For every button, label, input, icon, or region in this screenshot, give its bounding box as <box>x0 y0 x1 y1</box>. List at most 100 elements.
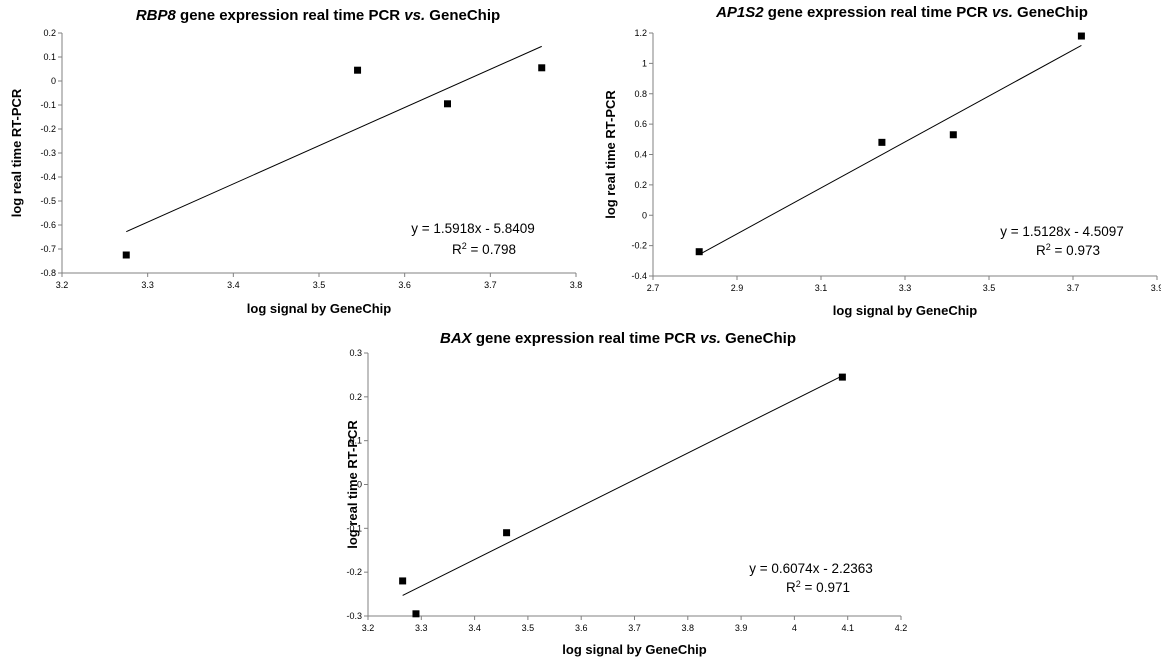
r-squared-symbol: R <box>452 242 462 257</box>
y-tick-label: 1.2 <box>634 28 647 38</box>
y-tick-label: 0 <box>51 76 56 86</box>
data-point <box>444 100 451 108</box>
y-tick-label: -0.8 <box>40 268 56 278</box>
chart-title: BAX gene expression real time PCR vs. Ge… <box>440 330 796 347</box>
x-tick-label: 3.3 <box>899 283 912 293</box>
y-tick-label: 0.2 <box>349 392 362 402</box>
x-tick-label: 4 <box>792 623 797 633</box>
x-tick-label: 2.7 <box>647 283 660 293</box>
title-text: gene expression real time PCR <box>472 330 700 347</box>
x-tick-label: 3.5 <box>313 280 326 290</box>
y-tick-label: 0.4 <box>634 150 647 160</box>
x-tick-label: 3.8 <box>682 623 695 633</box>
trendline <box>402 375 843 596</box>
y-tick-label: -0.2 <box>631 241 647 251</box>
x-tick-label: 3.5 <box>983 283 996 293</box>
x-tick-label: 3.8 <box>570 280 583 290</box>
y-tick-label: -0.2 <box>40 124 56 134</box>
title-text: gene expression real time PCR <box>176 7 404 24</box>
y-tick-label: -0.1 <box>40 100 56 110</box>
title-gene-name: RBP8 <box>136 7 177 24</box>
title-gene-name: AP1S2 <box>715 4 764 21</box>
r-squared-symbol: R <box>786 580 796 595</box>
y-tick-label: 0 <box>642 210 647 220</box>
x-tick-label: 4.2 <box>895 623 908 633</box>
title-vs: vs. <box>700 330 721 347</box>
data-point <box>949 131 957 139</box>
x-tick-label: 3.3 <box>415 623 428 633</box>
x-tick-label: 4.1 <box>841 623 854 633</box>
x-tick-label: 3.4 <box>468 623 481 633</box>
y-tick-label: 0.6 <box>634 119 647 129</box>
r-squared-superscript: 2 <box>1046 242 1051 252</box>
y-axis-label: log real time RT-PCR <box>9 88 24 217</box>
x-tick-label: 3.4 <box>227 280 240 290</box>
data-point <box>1077 32 1085 40</box>
data-point <box>538 64 546 72</box>
data-point <box>695 248 703 256</box>
y-tick-label: -0.4 <box>40 172 56 182</box>
data-point <box>878 138 886 146</box>
y-tick-label: 0.2 <box>634 180 647 190</box>
y-tick-label: 0.3 <box>349 348 362 358</box>
trendline-equation: y = 0.6074x - 2.2363 <box>749 561 872 576</box>
x-axis-label: log signal by GeneChip <box>247 301 392 316</box>
y-tick-label: -0.5 <box>40 196 56 206</box>
trendline-equation: y = 1.5918x - 5.8409 <box>411 221 534 236</box>
title-end: GeneChip <box>1013 4 1088 21</box>
trendline <box>126 45 542 233</box>
r-squared-value: = 0.971 <box>801 580 850 595</box>
x-tick-label: 3.2 <box>362 623 375 633</box>
trendline-equation: y = 1.5128x - 4.5097 <box>1000 224 1123 239</box>
y-axis-label: log real time RT-PCR <box>345 420 360 549</box>
y-tick-label: 0.8 <box>634 89 647 99</box>
r-squared: R2 = 0.798 <box>452 241 516 257</box>
r-squared-superscript: 2 <box>796 579 801 589</box>
x-tick-label: 3.5 <box>522 623 535 633</box>
y-axis-label: log real time RT-PCR <box>603 90 618 219</box>
r-squared-symbol: R <box>1036 243 1046 258</box>
x-tick-label: 3.7 <box>628 623 641 633</box>
trendline <box>698 45 1082 255</box>
y-tick-label: -0.7 <box>40 244 56 254</box>
r-squared-value: = 0.798 <box>467 242 516 257</box>
data-point <box>122 251 130 259</box>
r-squared: R2 = 0.971 <box>786 579 850 595</box>
chart-title: AP1S2 gene expression real time PCR vs. … <box>715 4 1088 21</box>
r-squared-superscript: 2 <box>462 241 467 251</box>
y-tick-label: -0.3 <box>40 148 56 158</box>
x-tick-label: 2.9 <box>731 283 744 293</box>
y-tick-label: -0.2 <box>346 567 362 577</box>
y-tick-label: 0 <box>357 480 362 490</box>
x-axis-label: log signal by GeneChip <box>562 642 707 657</box>
chart-bax: BAX gene expression real time PCR vs. Ge… <box>345 330 907 657</box>
x-axis-label: log signal by GeneChip <box>833 303 978 318</box>
y-tick-label: 0.1 <box>43 52 56 62</box>
y-tick-label: -0.4 <box>631 271 647 281</box>
y-tick-label: 0.1 <box>349 436 362 446</box>
title-end: GeneChip <box>721 330 796 347</box>
title-gene-name: BAX <box>440 330 473 347</box>
y-tick-label: -0.3 <box>346 611 362 621</box>
data-point <box>412 610 420 618</box>
r-squared: R2 = 0.973 <box>1036 242 1100 258</box>
data-point <box>399 577 407 585</box>
x-tick-label: 3.1 <box>815 283 828 293</box>
x-tick-label: 3.3 <box>141 280 154 290</box>
x-tick-label: 3.6 <box>398 280 411 290</box>
x-tick-label: 3.9 <box>735 623 748 633</box>
r-squared-value: = 0.973 <box>1051 243 1100 258</box>
x-tick-label: 3.7 <box>484 280 497 290</box>
chart-title: RBP8 gene expression real time PCR vs. G… <box>136 7 500 24</box>
title-vs: vs. <box>992 4 1013 21</box>
x-tick-label: 3.2 <box>56 280 69 290</box>
y-tick-label: 0.2 <box>43 28 56 38</box>
y-tick-label: 1 <box>642 58 647 68</box>
y-tick-label: -0.1 <box>346 523 362 533</box>
x-tick-label: 3.9 <box>1151 283 1161 293</box>
data-point <box>503 529 511 537</box>
y-tick-label: -0.6 <box>40 220 56 230</box>
chart-rbp8: RBP8 gene expression real time PCR vs. G… <box>9 7 582 316</box>
data-point <box>354 66 362 74</box>
